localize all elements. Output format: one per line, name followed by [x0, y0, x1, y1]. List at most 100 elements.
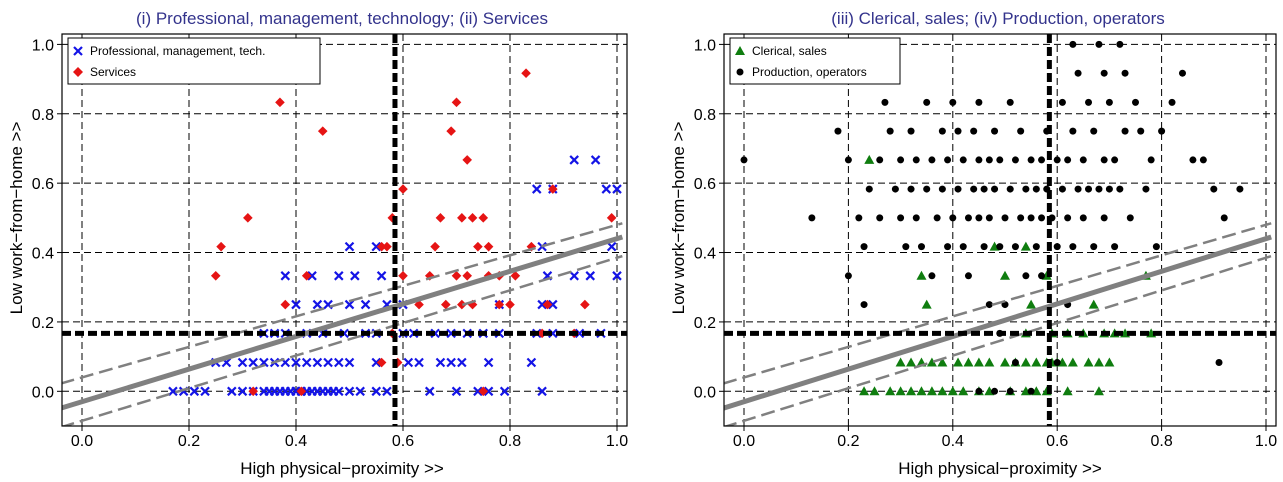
data-point	[1152, 243, 1160, 251]
data-point	[275, 97, 285, 108]
y-tick-label: 0.6	[694, 176, 716, 193]
data-point	[944, 243, 952, 251]
data-point	[473, 386, 483, 397]
data-point	[334, 357, 344, 368]
data-point	[1100, 156, 1108, 164]
data-point	[1132, 98, 1139, 106]
data-point	[569, 271, 579, 281]
data-point	[574, 328, 585, 339]
data-point	[1032, 243, 1040, 251]
data-point	[355, 386, 365, 397]
data-point	[1158, 127, 1166, 135]
data-point	[926, 386, 937, 396]
data-point	[1069, 243, 1077, 251]
data-point	[1105, 185, 1113, 193]
y-tick-label: 0.4	[32, 246, 54, 263]
data-point	[949, 98, 957, 106]
data-point	[1105, 98, 1113, 106]
data-point	[451, 386, 462, 397]
data-point	[457, 299, 467, 310]
data-point	[996, 243, 1004, 251]
data-point	[1088, 299, 1099, 309]
y-tick-label: 0.2	[32, 315, 54, 332]
x-tick-label: 0.8	[1150, 433, 1172, 450]
data-point	[606, 213, 617, 223]
data-point	[451, 97, 462, 108]
y-axis-label: Low work−from−home >>	[669, 122, 688, 315]
data-point	[1104, 357, 1115, 367]
data-point	[938, 127, 946, 135]
data-point	[312, 357, 323, 368]
data-point	[1093, 357, 1104, 367]
data-point	[944, 156, 952, 164]
data-point	[441, 299, 451, 310]
data-point	[1017, 127, 1025, 135]
legend: Professional, management, tech. Services	[67, 37, 321, 85]
data-point	[1006, 98, 1014, 106]
data-point	[1100, 69, 1108, 77]
data-point	[1093, 386, 1104, 396]
data-point	[1116, 185, 1124, 193]
data-point	[996, 156, 1004, 164]
legend: Clerical, sales Production, operators	[729, 37, 901, 85]
data-point	[344, 386, 355, 397]
data-point	[844, 272, 852, 280]
data-point	[430, 328, 440, 339]
data-point	[1079, 214, 1087, 222]
data-point	[569, 155, 579, 165]
data-point	[1000, 357, 1010, 367]
plot-frame	[723, 33, 1277, 427]
data-point	[430, 241, 440, 252]
data-point	[975, 214, 983, 222]
data-point	[307, 271, 317, 281]
plot-area: 0.0 0.2 0.4 0.6 0.8 1.0 0.0 0.2 0.4 0.6 0.8 1.0 Prof…	[32, 33, 628, 450]
data-point	[612, 271, 622, 281]
data-point	[937, 386, 948, 396]
data-point	[1022, 185, 1030, 193]
plot-area: 0.0 0.2 0.4 0.6 0.8 1.0 0.0 0.2 0.4 0.6 0.8 1.0 Cler…	[694, 33, 1277, 450]
legend-label: Production, operators	[752, 65, 867, 79]
x-tick-label: 0.0	[733, 433, 755, 450]
data-point	[980, 185, 988, 193]
data-point	[1006, 387, 1014, 395]
data-point	[542, 299, 553, 310]
data-point	[467, 213, 478, 223]
x-tick-label: 0.2	[837, 433, 859, 450]
data-point	[1178, 69, 1186, 77]
data-point	[885, 386, 896, 396]
ci-upper-line	[724, 222, 1272, 385]
data-point	[446, 328, 456, 339]
data-point	[928, 272, 936, 280]
data-point	[881, 98, 889, 106]
data-point	[1085, 98, 1093, 106]
data-point	[291, 357, 301, 368]
data-point	[1126, 214, 1134, 222]
fit-line	[62, 234, 624, 411]
data-point	[344, 241, 355, 252]
data-point	[360, 299, 371, 310]
data-point	[916, 386, 927, 396]
data-point	[963, 357, 974, 367]
data-point	[975, 98, 983, 106]
chart-title: (iii) Clerical, sales; (iv) Production, …	[831, 9, 1165, 28]
data-point	[537, 386, 547, 397]
data-point	[1111, 243, 1119, 251]
data-point	[985, 156, 993, 164]
data-point	[424, 386, 435, 397]
data-point	[499, 386, 510, 397]
data-point	[1058, 98, 1066, 106]
data-point	[301, 357, 312, 368]
data-point	[953, 357, 964, 367]
data-point	[382, 241, 392, 252]
data-point	[1038, 156, 1046, 164]
x-tick-label: 0.4	[285, 433, 307, 450]
data-point	[906, 357, 917, 367]
data-point	[548, 328, 558, 339]
data-point	[964, 214, 972, 222]
legend-label: Professional, management, tech.	[90, 44, 265, 58]
data-point	[606, 241, 617, 252]
data-point	[1067, 357, 1078, 367]
data-point	[1090, 243, 1098, 251]
data-point	[1038, 272, 1046, 280]
y-tick-label: 0.8	[694, 107, 716, 124]
